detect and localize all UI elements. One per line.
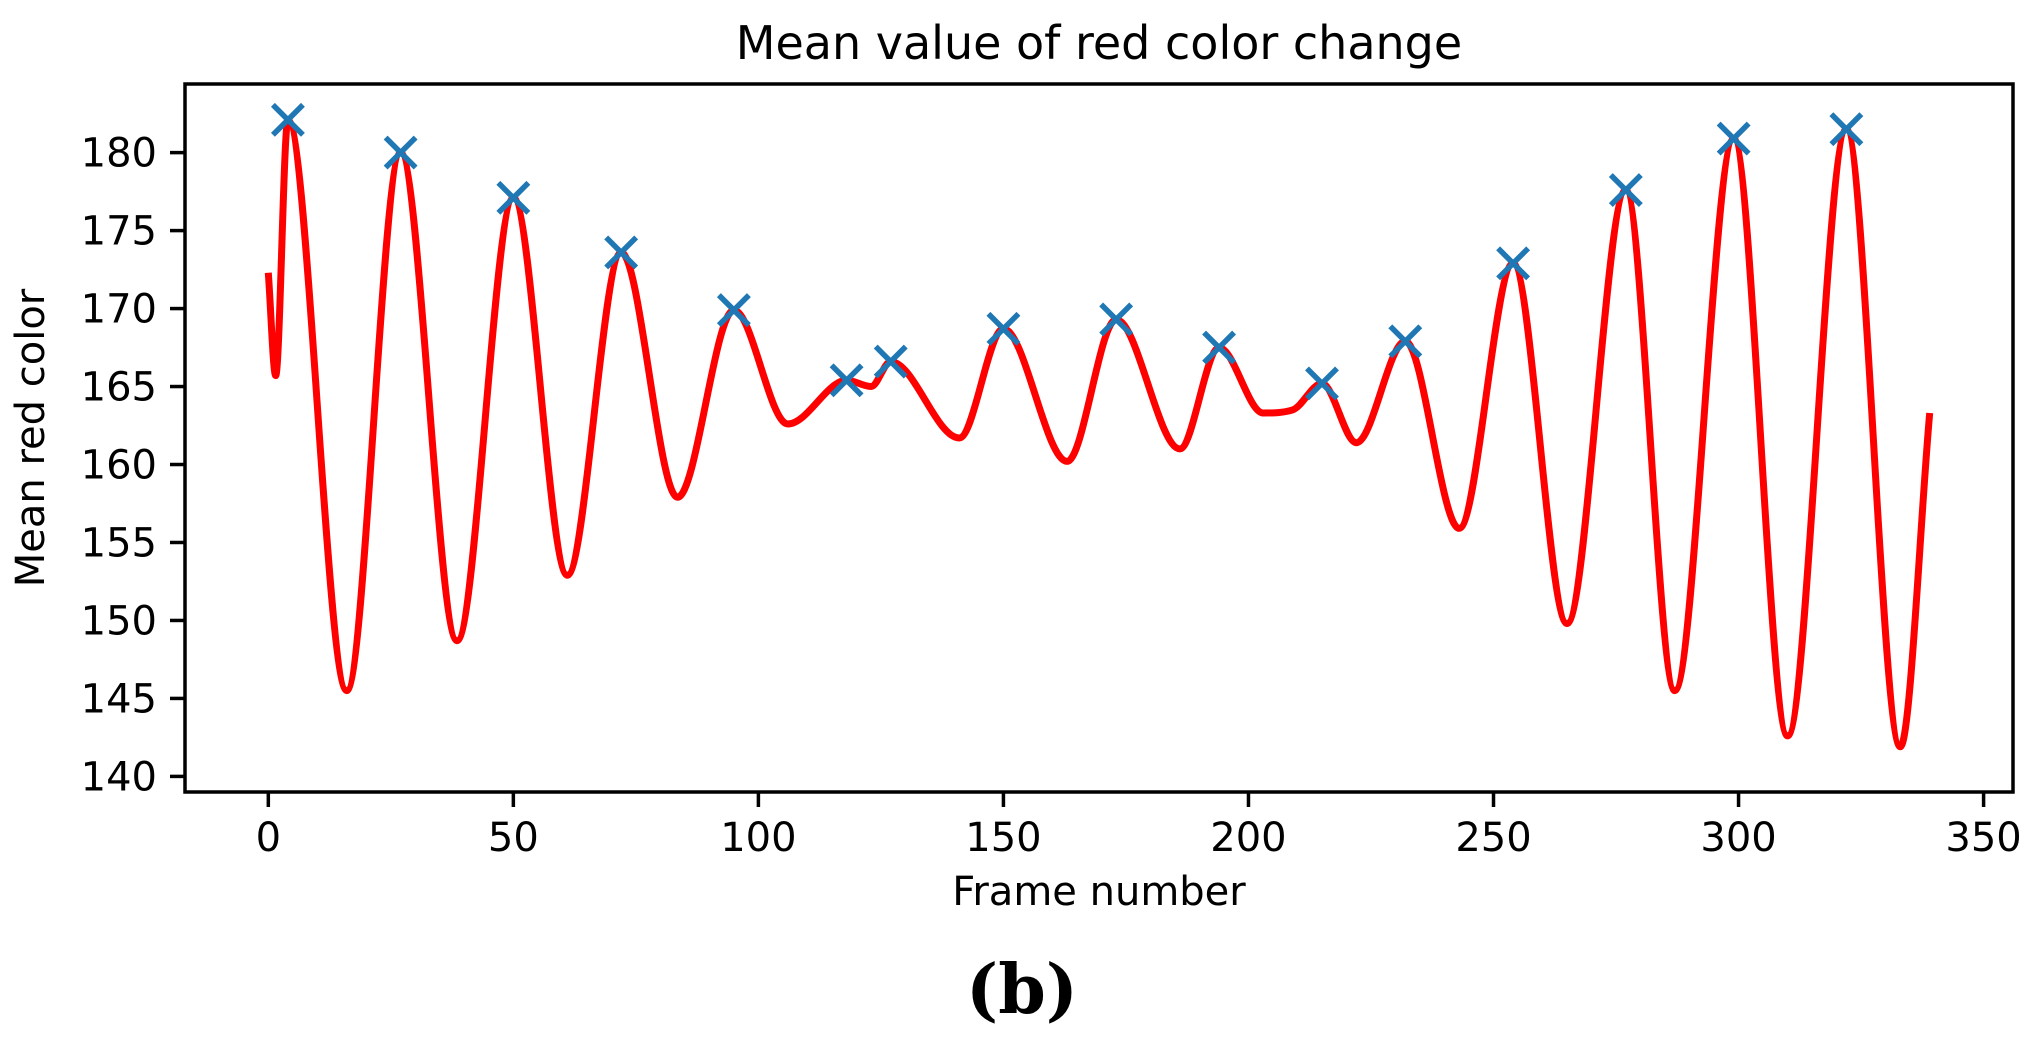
- y-tick-label: 145: [81, 676, 157, 722]
- peak-x-marker: [1496, 246, 1531, 281]
- peak-x-marker: [1716, 121, 1751, 156]
- plot-border: [183, 82, 2015, 794]
- x-tick-label: 350: [1945, 815, 2021, 861]
- curve-line: [264, 116, 1934, 751]
- chart-title: Mean value of red color change: [736, 16, 1462, 70]
- peak-x-marker: [604, 235, 639, 270]
- y-tick-label: 160: [81, 443, 157, 489]
- x-tick-label: 0: [256, 815, 281, 861]
- x-tick-label: 200: [1210, 815, 1286, 861]
- peak-x-marker: [986, 311, 1021, 346]
- y-tick-label: 180: [81, 131, 157, 177]
- peak-x-marker: [270, 102, 305, 137]
- peak-x-marker: [873, 344, 908, 379]
- peak-x-marker: [716, 293, 751, 328]
- x-tick-label: 50: [488, 815, 539, 861]
- x-tick-label: 150: [965, 815, 1041, 861]
- x-tick-label: 250: [1455, 815, 1531, 861]
- peak-x-marker: [1829, 112, 1864, 147]
- y-tick-label: 175: [81, 209, 157, 255]
- subfigure-caption: (b): [966, 950, 1078, 1030]
- y-axis-label: Mean red color: [8, 288, 54, 587]
- y-tick-label: 140: [81, 754, 157, 800]
- x-axis-label: Frame number: [952, 869, 1246, 915]
- x-tick-label: 300: [1700, 815, 1776, 861]
- y-tick-label: 165: [81, 365, 157, 411]
- y-tick-label: 150: [81, 598, 157, 644]
- peak-x-marker: [829, 363, 864, 398]
- peak-x-marker: [1608, 173, 1643, 207]
- peak-x-marker: [1099, 302, 1134, 337]
- y-tick-label: 155: [81, 520, 157, 566]
- generated-chart-elements: 0 50 100 150 200 250 300 350 140 145 150 155 160 165 1…: [81, 102, 2022, 861]
- y-tick-label: 170: [81, 287, 157, 333]
- peak-x-marker: [496, 180, 531, 215]
- peak-x-marker: [383, 135, 418, 170]
- x-tick-label: 100: [720, 815, 796, 861]
- peak-x-marker: [1388, 324, 1423, 359]
- peak-x-marker: [1202, 330, 1237, 365]
- peak-x-marker: [1305, 366, 1339, 401]
